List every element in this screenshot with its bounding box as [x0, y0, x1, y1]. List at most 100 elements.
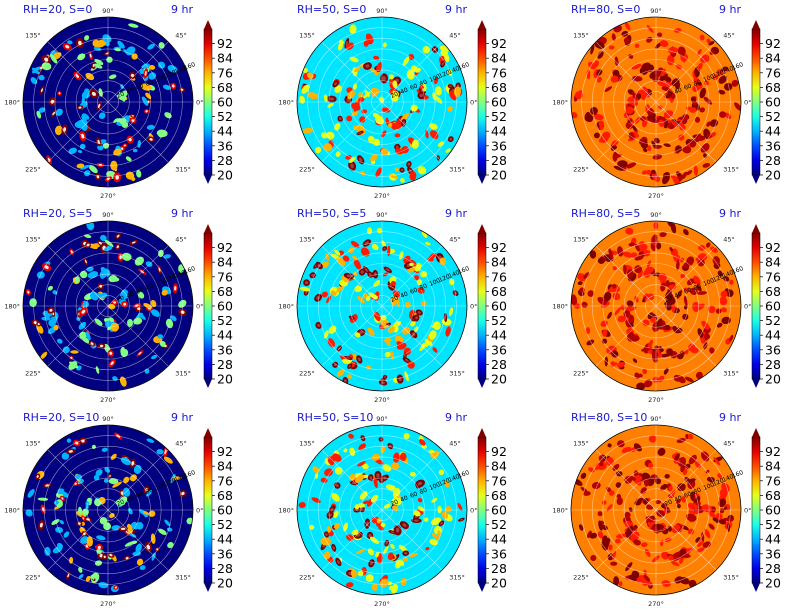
colorbar-tick-label: 52	[491, 517, 507, 532]
radial-tick-label: 40	[673, 494, 683, 503]
field-cell	[415, 309, 423, 316]
field-cell	[324, 531, 329, 538]
field-cell	[682, 145, 692, 154]
field-cell	[631, 63, 642, 70]
field-cell	[321, 291, 328, 298]
field-cell	[666, 348, 674, 356]
field-cell	[447, 136, 454, 143]
colorbar-tick-label: 60	[765, 503, 781, 518]
field-cell-core	[99, 344, 104, 348]
field-cell	[375, 551, 380, 558]
field-cell	[405, 301, 411, 309]
field-cell-core	[305, 291, 308, 294]
field-cell	[650, 243, 656, 252]
colorbar-tick-label: 36	[765, 138, 781, 153]
field-cell	[369, 536, 380, 544]
field-cell	[632, 475, 643, 483]
field-cell	[643, 498, 649, 505]
colorbar-tick-label: 28	[765, 153, 781, 168]
radial-tick-label: 60	[683, 490, 693, 499]
field-cell	[383, 545, 389, 555]
angle-tick-label: 180°	[278, 303, 294, 311]
field-cell	[409, 471, 416, 477]
field-cell	[373, 280, 381, 287]
field-cell	[330, 290, 337, 296]
field-cell	[660, 282, 666, 292]
field-cell	[392, 487, 401, 497]
field-cell-core	[404, 358, 409, 362]
colorbar-tick-label: 84	[765, 51, 781, 66]
field-cell-core	[145, 110, 148, 113]
field-cell	[57, 488, 65, 495]
field-cell	[368, 559, 375, 568]
angle-tick-label: 225°	[573, 166, 589, 174]
field-cell	[657, 447, 666, 456]
colorbar-tick-label: 84	[491, 459, 507, 474]
field-cell	[135, 543, 142, 553]
field-cell	[579, 287, 585, 293]
field-cell	[589, 250, 597, 259]
polar-frame	[22, 424, 194, 596]
colorbar-gradient	[477, 232, 487, 380]
field-cell	[652, 376, 659, 383]
field-cell	[345, 582, 354, 588]
colorbar-tick-label: 44	[217, 328, 233, 343]
field-cell	[716, 322, 723, 328]
field-cell	[331, 453, 342, 462]
angle-tick-label: 225°	[299, 574, 315, 582]
field-cell-core	[305, 281, 308, 285]
field-cell	[120, 346, 125, 354]
field-cell	[101, 447, 108, 452]
radial-tick-label: 40	[125, 494, 135, 503]
angular-grid-line	[595, 305, 657, 367]
field-cell	[712, 74, 719, 81]
radial-tick-label: 120	[164, 477, 177, 488]
field-cell	[146, 124, 155, 130]
field-cell	[719, 508, 725, 514]
field-cell	[367, 474, 374, 481]
field-cell-core	[334, 82, 338, 86]
field-cell	[353, 66, 361, 73]
field-cell	[90, 574, 96, 580]
field-cell	[94, 318, 103, 326]
field-cell	[356, 355, 363, 364]
field-cell	[628, 242, 636, 247]
field-cell	[367, 327, 375, 337]
field-cell-core	[419, 93, 424, 98]
field-cell-core	[52, 111, 56, 116]
field-cell	[695, 536, 701, 543]
colorbar-tick-label: 76	[765, 473, 781, 488]
angular-grid-line	[107, 245, 169, 307]
field-cell-core	[68, 450, 73, 453]
field-cell	[59, 519, 65, 525]
field-cell	[438, 469, 445, 476]
field-cell	[121, 252, 132, 261]
field-cell	[615, 482, 622, 488]
field-cell	[109, 513, 115, 519]
angle-tick-label: 135°	[25, 235, 41, 243]
field-cell	[607, 311, 613, 319]
field-cell-core	[82, 516, 85, 520]
field-cell	[437, 530, 441, 538]
field-cell	[709, 50, 715, 55]
field-cell	[586, 69, 591, 80]
field-cell	[437, 505, 442, 514]
field-cell	[139, 565, 146, 570]
radial-tick-label: 120	[712, 69, 725, 80]
field-cell-core	[37, 323, 40, 326]
field-cell	[698, 244, 706, 251]
field-cell	[428, 330, 437, 340]
field-cell	[656, 242, 662, 250]
time-label: 9 hr	[171, 207, 193, 220]
field-cell	[678, 134, 685, 141]
field-cell	[342, 358, 349, 364]
field-cell	[350, 240, 360, 248]
field-cell	[674, 28, 682, 33]
field-cell-core	[39, 66, 43, 70]
field-cell	[136, 558, 144, 566]
field-cell	[453, 86, 462, 97]
colorbar-tick-label: 36	[491, 138, 507, 153]
field-cell-core	[441, 62, 445, 66]
